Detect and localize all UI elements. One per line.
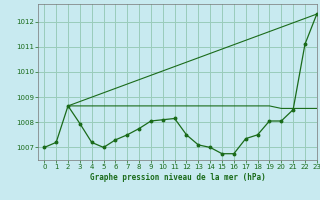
X-axis label: Graphe pression niveau de la mer (hPa): Graphe pression niveau de la mer (hPa) [90,173,266,182]
